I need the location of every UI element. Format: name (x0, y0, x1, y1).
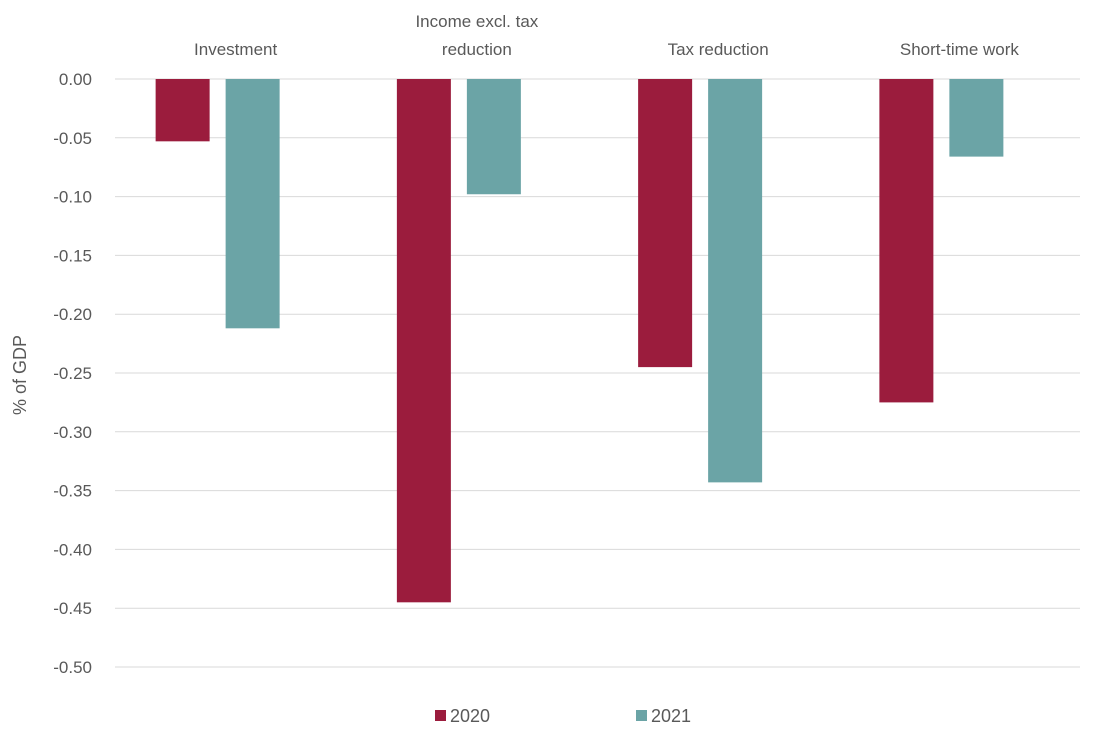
legend-swatch-2020 (435, 710, 446, 721)
bar-2020-3 (879, 79, 934, 403)
y-tick-label: -0.10 (53, 188, 92, 207)
bar-2020-2 (638, 79, 693, 368)
bar-2021-3 (949, 79, 1004, 157)
bar-2021-0 (225, 79, 280, 329)
category-label: Tax reduction (668, 40, 769, 59)
y-tick-label: -0.40 (53, 540, 92, 559)
legend: 2020 2021 (435, 706, 691, 726)
legend-label: 2021 (651, 706, 691, 726)
bar-2020-0 (155, 79, 210, 142)
y-tick-label: -0.05 (53, 129, 92, 148)
legend-swatch-2021 (636, 710, 647, 721)
category-labels: Investment Income excl. tax reduction Tax r… (194, 12, 1019, 59)
y-tick-label: -0.15 (53, 246, 92, 265)
bar-2021-1 (466, 79, 521, 195)
category-label: Short-time work (900, 40, 1020, 59)
y-tick-label: -0.20 (53, 305, 92, 324)
y-tick-label: -0.50 (53, 658, 92, 677)
bar-2020-1 (396, 79, 451, 603)
y-axis-label: % of GDP (10, 335, 30, 415)
bars (155, 79, 1004, 603)
y-tick-label: -0.25 (53, 364, 92, 383)
y-tick-label: 0.00 (59, 70, 92, 89)
category-label: Investment (194, 40, 277, 59)
bar-2021-2 (708, 79, 763, 483)
y-tick-label: -0.30 (53, 423, 92, 442)
y-axis-tick-labels: 0.00 -0.05 -0.10 -0.15 -0.20 -0.25 -0.30 -0.35 -… (53, 70, 92, 677)
category-label: Income excl. tax reduction (415, 12, 538, 59)
y-tick-label: -0.45 (53, 599, 92, 618)
y-tick-label: -0.35 (53, 482, 92, 501)
legend-label: 2020 (450, 706, 490, 726)
